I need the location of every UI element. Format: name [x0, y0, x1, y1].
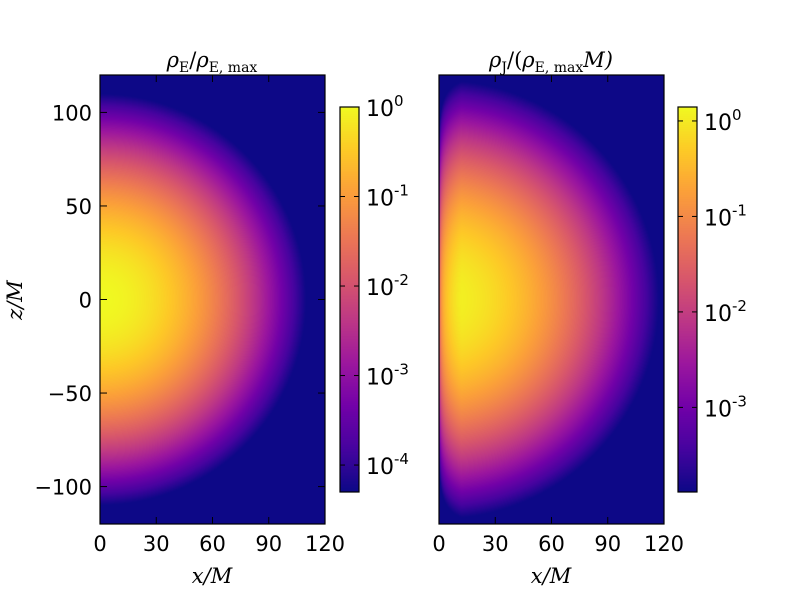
x-tick-label: 60 [538, 532, 565, 556]
colorbar-tick-label: 10-2 [366, 271, 409, 301]
y-tick-label: 50 [65, 195, 92, 219]
y-tick-label: −100 [34, 476, 92, 500]
colorbar-ticks-right: 100 10-1 10-2 10-3 [678, 106, 747, 422]
ticks-left: 0 30 60 90 120 100 50 0 −50 −100 [34, 75, 345, 556]
colorbar-tick-label: 10-4 [366, 450, 409, 480]
colorbar-tick-label: 10-2 [704, 297, 747, 327]
colorbar-right: 100 10-1 10-2 10-3 [677, 106, 747, 493]
heatmap-right [439, 75, 664, 524]
ticks-right: 0 30 60 90 120 [432, 75, 684, 556]
x-tick-label: 0 [93, 532, 106, 556]
ylabel-left: z/M [3, 280, 27, 321]
x-tick-label: 90 [594, 532, 621, 556]
x-tick-label: 90 [255, 532, 282, 556]
colorbar-gradient-left [340, 107, 359, 492]
heatmap-left [100, 75, 325, 524]
x-tick-label: 30 [143, 532, 170, 556]
colorbar-gradient-right [678, 107, 697, 492]
colorbar-tick-label: 10-3 [366, 361, 409, 391]
colorbar-tick-label: 100 [704, 106, 742, 136]
x-tick-label: 30 [482, 532, 509, 556]
xlabel-right: x/M [531, 564, 572, 588]
xlabel-left: x/M [192, 564, 233, 588]
panel-right: 0 30 60 90 120 ρJ/(ρE, maxM) x/M [432, 48, 684, 588]
colorbar-frame-right [677, 106, 698, 493]
colorbar-left: 100 10-1 10-2 10-3 10-4 [339, 92, 409, 493]
y-tick-label: −50 [48, 382, 92, 406]
y-tick-label: 0 [79, 289, 92, 313]
title-right: ρJ/(ρE, maxM) [488, 48, 613, 76]
colorbar-tick-label: 10-3 [704, 392, 747, 422]
y-tick-label: 100 [52, 101, 92, 125]
x-tick-label: 120 [644, 532, 684, 556]
colorbar-frame-left [339, 106, 360, 493]
x-tick-label: 60 [199, 532, 226, 556]
panel-left: 0 30 60 90 120 100 50 0 −50 −100 ρE/ρE, max x/M z… [3, 48, 345, 588]
colorbar-tick-label: 10-1 [704, 201, 747, 231]
colorbar-tick-label: 10-1 [366, 182, 409, 212]
x-tick-label: 0 [432, 532, 445, 556]
colorbar-tick-label: 100 [366, 92, 404, 122]
colorbar-ticks-left: 100 10-1 10-2 10-3 10-4 [340, 92, 409, 480]
title-left: ρE/ρE, max [166, 48, 258, 76]
x-tick-label: 120 [305, 532, 345, 556]
